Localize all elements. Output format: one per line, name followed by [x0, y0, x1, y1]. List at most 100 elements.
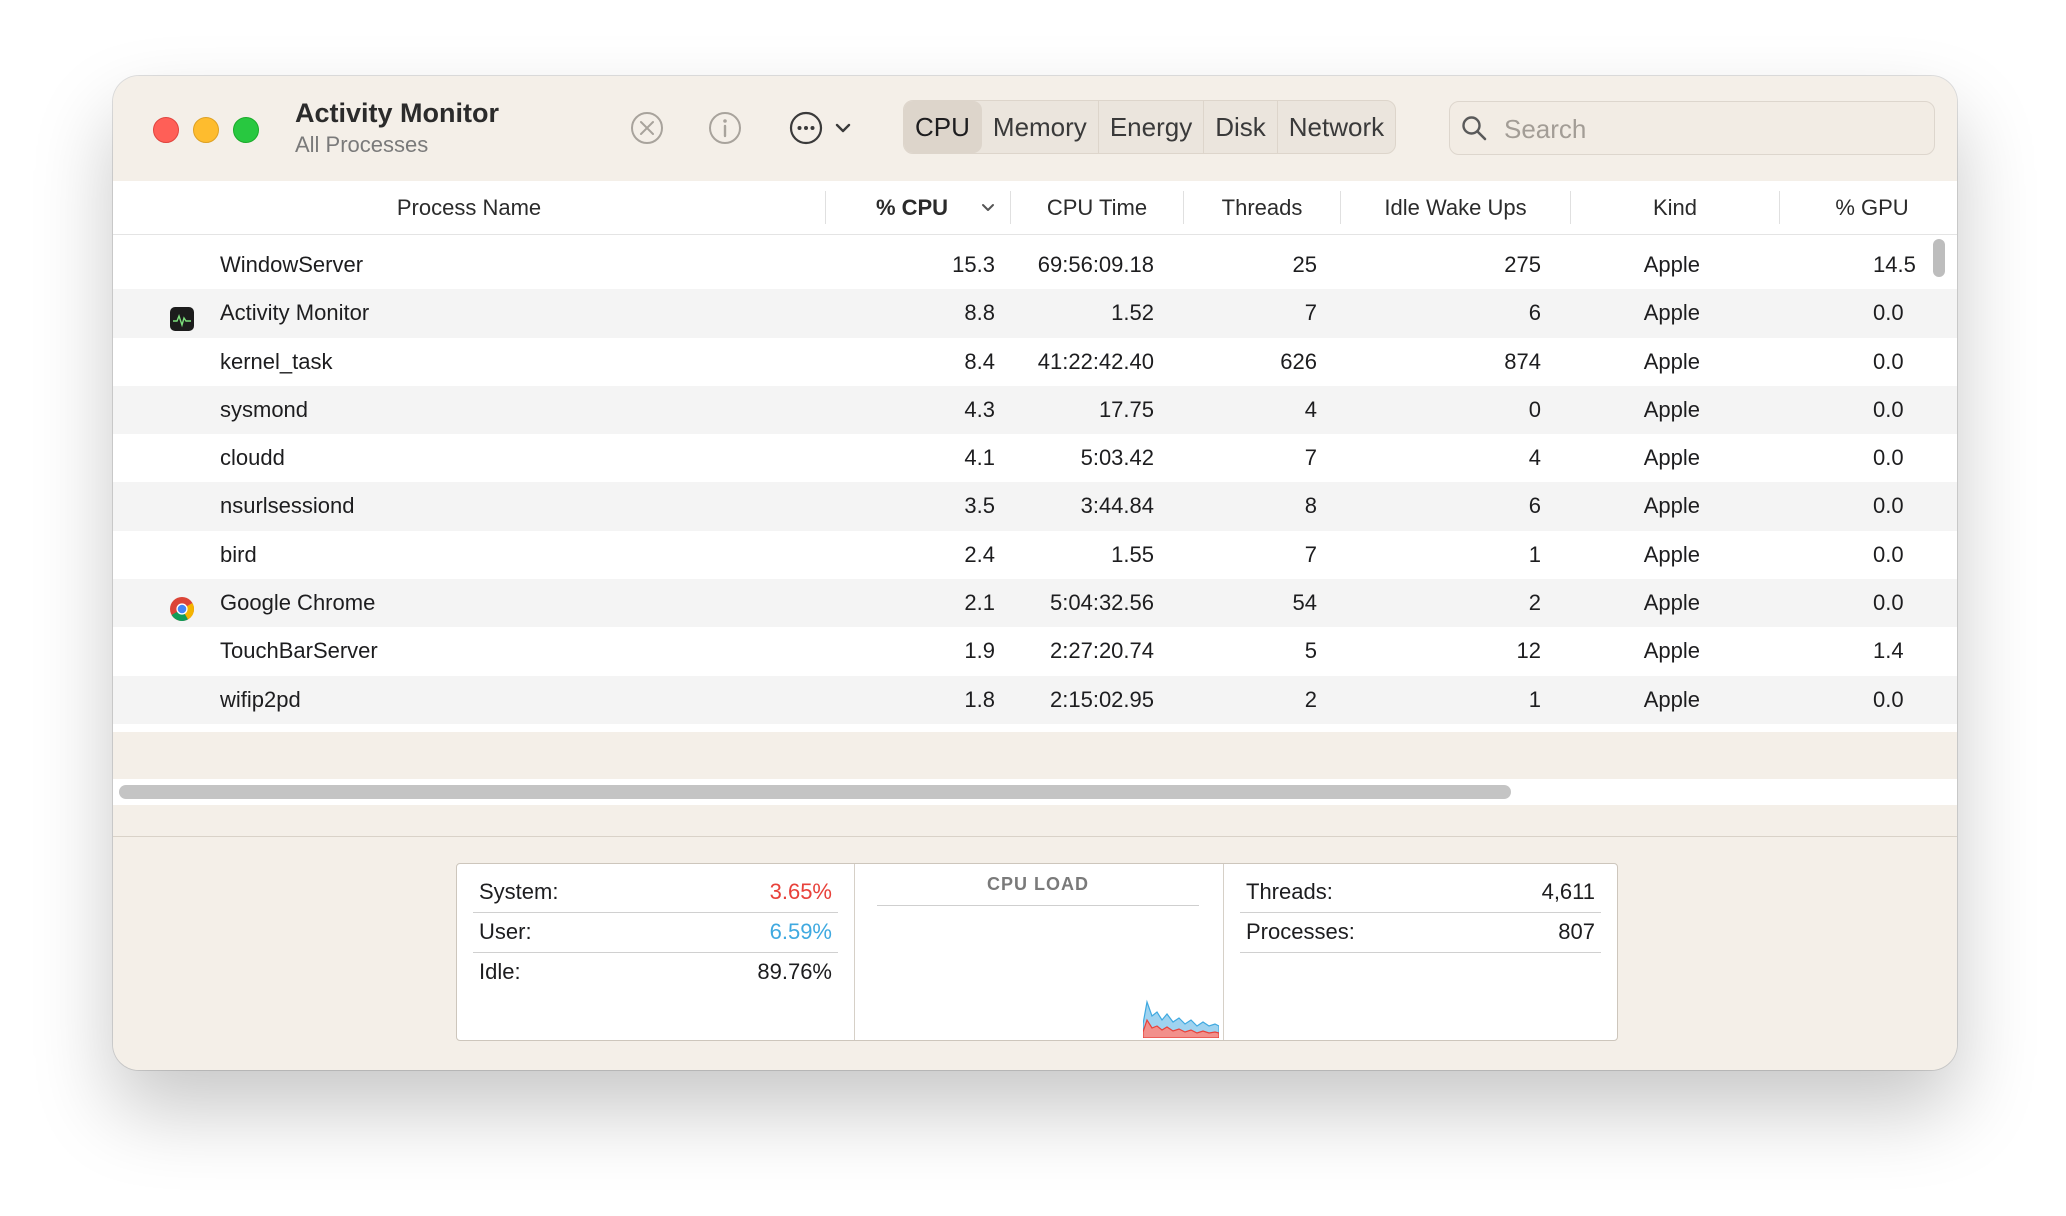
- table-row[interactable]: nsurlsessiond 3.5 3:44.84 8 6 Apple 0.0: [113, 482, 1957, 531]
- stat-system-value: 3.65%: [769, 879, 832, 904]
- process-gpu: 14.5: [1873, 252, 1916, 277]
- table-row[interactable]: cloudd 4.1 5:03.42 7 4 Apple 0.0: [113, 434, 1957, 482]
- minimize-window-button[interactable]: [193, 117, 219, 143]
- process-counts: Threads: 4,611 Processes: 807: [1224, 864, 1617, 1040]
- process-cpu-time: 5:04:32.56: [1050, 590, 1154, 616]
- cpu-load-panel: CPU LOAD: [855, 864, 1224, 1040]
- process-gpu: 0.0: [1873, 396, 1904, 422]
- activity-monitor-app-icon: [169, 301, 195, 332]
- process-threads: 7: [1304, 541, 1317, 567]
- stat-user-label: User:: [479, 919, 532, 944]
- process-gpu: 0.0: [1873, 541, 1904, 567]
- vertical-scrollbar[interactable]: [1933, 239, 1945, 277]
- process-name: fseventsd: [220, 724, 314, 732]
- process-kind: Apple: [1643, 590, 1700, 616]
- column-cpu-label: % CPU: [875, 195, 949, 220]
- stat-idle-value: 89.76%: [757, 959, 832, 984]
- process-cpu: 1.9: [964, 638, 995, 664]
- more-options-icon[interactable]: [788, 110, 824, 146]
- stat-threads-value: 4,611: [1541, 879, 1595, 904]
- search-field[interactable]: [1449, 101, 1935, 155]
- process-name: TouchBarServer: [220, 638, 378, 664]
- stat-processes: Processes: 807: [1240, 912, 1601, 953]
- cpu-usage-breakdown: System: 3.65% User: 6.59% Idle: 89.76%: [457, 864, 855, 1040]
- table-row[interactable]: wifip2pd 1.8 2:15:02.95 2 1 Apple 0.0: [113, 675, 1957, 724]
- process-threads: 626: [1280, 348, 1317, 374]
- process-idle-wake-ups: 0: [1528, 396, 1541, 422]
- stop-process-icon[interactable]: [629, 110, 665, 146]
- process-name: Activity Monitor: [220, 300, 370, 326]
- process-cpu-time: 1.52: [1111, 300, 1154, 326]
- tab-energy[interactable]: Energy: [1099, 101, 1205, 153]
- process-cpu: 4.3: [964, 396, 995, 422]
- process-gpu: 0.0: [1873, 724, 1957, 732]
- process-gpu: 0.0: [1873, 348, 1904, 374]
- horizontal-scrollbar[interactable]: [119, 785, 1511, 799]
- column-cpu[interactable]: % CPU: [826, 181, 1010, 234]
- process-cpu: 4.1: [964, 445, 995, 471]
- process-threads: 19: [1193, 724, 1317, 732]
- process-kind: Apple: [1573, 724, 1700, 732]
- window-title: Activity Monitor: [295, 98, 500, 128]
- cpu-stats-area: System: 3.65% User: 6.59% Idle: 89.76% C…: [113, 836, 1957, 1070]
- table-row[interactable]: sysmond 4.3 17.75 4 0 Apple 0.0: [113, 385, 1957, 435]
- process-table: Process Name % CPU CPU Time Threads Idle…: [113, 181, 1957, 732]
- process-cpu-time: 69:56:09.18: [1037, 252, 1154, 277]
- table-row[interactable]: bird 2.4 1.55 7 1 Apple 0.0: [113, 531, 1957, 579]
- process-kind: Apple: [1643, 445, 1700, 471]
- maximize-window-button[interactable]: [233, 117, 259, 143]
- stat-user-value: 6.59%: [769, 919, 832, 944]
- stat-system: System: 3.65%: [473, 872, 838, 913]
- process-threads: 5: [1304, 638, 1317, 664]
- process-name: cloudd: [220, 445, 285, 471]
- table-row[interactable]: TouchBarServer 1.9 2:27:20.74 5 12 Apple 1.4: [113, 627, 1957, 675]
- table-body: WindowServer 15.3 69:56:09.18 25 275 Apple 14.…: [113, 241, 1957, 732]
- table-row[interactable]: Activity Monitor 8.8 1.52 7 6 Apple 0.0: [113, 289, 1957, 338]
- chevron-down-icon[interactable]: [831, 110, 855, 146]
- process-name: WindowServer: [220, 252, 364, 277]
- process-cpu: 1.8: [964, 686, 995, 712]
- table-row[interactable]: fseventsd 1.6 7:59:55.07 19 7 Apple 0.0: [113, 724, 1957, 732]
- process-name: kernel_task: [220, 348, 333, 374]
- column-kind[interactable]: Kind: [1652, 195, 1698, 220]
- process-threads: 8: [1304, 493, 1317, 519]
- process-cpu: 2.4: [964, 541, 995, 567]
- table-row[interactable]: Google Chrome 2.1 5:04:32.56 54 2 Apple 0.0: [113, 579, 1957, 628]
- process-cpu-time: 5:03.42: [1080, 445, 1154, 471]
- process-idle-wake-ups: 275: [1504, 252, 1541, 277]
- process-cpu: 2.1: [964, 590, 995, 616]
- column-threads[interactable]: Threads: [1221, 195, 1303, 220]
- search-icon: [1462, 116, 1487, 141]
- stat-user: User: 6.59%: [473, 912, 838, 953]
- cpu-load-title: CPU LOAD: [877, 874, 1199, 906]
- column-process-name[interactable]: Process Name: [396, 195, 542, 220]
- process-idle-wake-ups: 1: [1528, 686, 1541, 712]
- search-input[interactable]: [1502, 110, 1926, 148]
- process-gpu: 0.0: [1873, 686, 1904, 712]
- table-row[interactable]: WindowServer 15.3 69:56:09.18 25 275 Apple 14.…: [113, 241, 1957, 289]
- process-cpu: 15.3: [952, 252, 995, 277]
- table-row[interactable]: kernel_task 8.4 41:22:42.40 626 874 Apple 0.0: [113, 338, 1957, 386]
- process-name: nsurlsessiond: [220, 493, 355, 519]
- tab-cpu[interactable]: CPU: [904, 101, 982, 153]
- process-cpu-time: 1.55: [1111, 541, 1154, 567]
- process-threads: 7: [1304, 300, 1317, 326]
- toolbar: Activity Monitor All Processes CPU Memor…: [113, 76, 1957, 182]
- info-icon[interactable]: [707, 110, 743, 146]
- process-gpu: 0.0: [1873, 493, 1904, 519]
- tab-memory[interactable]: Memory: [982, 101, 1099, 153]
- column-gpu[interactable]: % GPU: [1835, 195, 1909, 220]
- close-window-button[interactable]: [153, 117, 179, 143]
- tab-disk[interactable]: Disk: [1204, 101, 1278, 153]
- process-cpu-time: 3:44.84: [1080, 493, 1154, 519]
- process-cpu-time: 7:59:55.07: [1013, 724, 1154, 732]
- column-cpu-time[interactable]: CPU Time: [1046, 195, 1148, 220]
- process-gpu: 1.4: [1873, 638, 1904, 664]
- process-gpu: 0.0: [1873, 445, 1904, 471]
- tab-network[interactable]: Network: [1288, 112, 1385, 142]
- process-threads: 54: [1292, 590, 1317, 616]
- stat-processes-label: Processes:: [1246, 919, 1355, 944]
- process-idle-wake-ups: 12: [1516, 638, 1541, 664]
- column-idle-wake-ups[interactable]: Idle Wake Ups: [1384, 195, 1527, 220]
- activity-monitor-window: Activity Monitor All Processes CPU Memor…: [113, 76, 1957, 1070]
